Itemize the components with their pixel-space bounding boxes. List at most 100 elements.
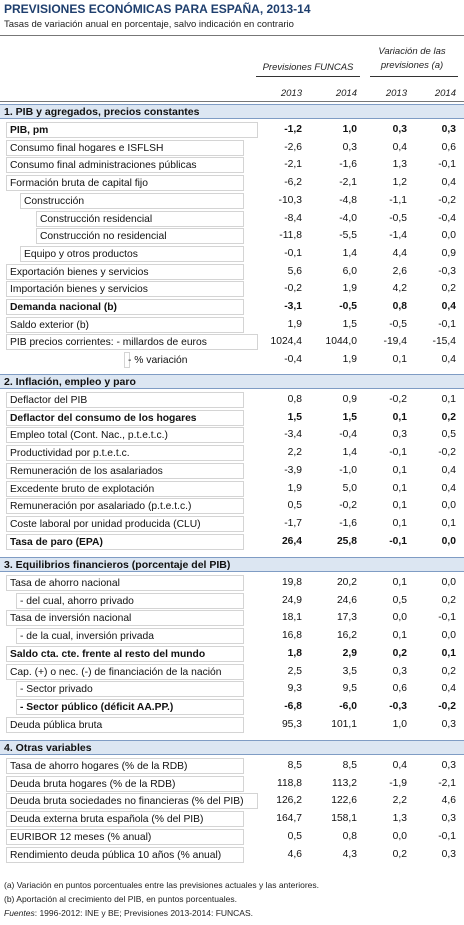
cell: 101,1	[331, 718, 357, 730]
cell: -3,4	[284, 429, 302, 441]
cell: -1,4	[389, 230, 407, 242]
cell: -2,6	[284, 141, 302, 153]
cell: -0,5	[389, 318, 407, 330]
year-header: 2014	[335, 88, 357, 99]
cell: -3,9	[284, 464, 302, 476]
cell: 0,2	[392, 647, 407, 659]
row-label: Saldo cta. cte. frente al resto del mund…	[6, 645, 244, 662]
rule	[370, 76, 458, 77]
cell: 2,6	[392, 265, 407, 277]
cell: 3,5	[342, 665, 357, 677]
cell: 2,9	[342, 647, 357, 659]
cell: 122,6	[331, 795, 357, 807]
cell: 0,1	[392, 500, 407, 512]
cell: 0,4	[441, 301, 456, 312]
row-label: Construcción residencial	[36, 210, 244, 227]
cell: 0,3	[392, 665, 407, 677]
cell: -0,4	[339, 429, 357, 441]
cell: 0,1	[392, 630, 407, 642]
cell: 0,0	[441, 230, 456, 242]
cell: 0,2	[392, 848, 407, 860]
cell: 0,4	[441, 482, 456, 494]
cell: -4,8	[339, 194, 357, 206]
cell: 0,5	[287, 830, 302, 842]
row-label: Construcción no residencial	[36, 228, 244, 245]
cell: 1,9	[287, 482, 302, 494]
cell: -0,2	[284, 283, 302, 295]
cell: 0,1	[392, 354, 407, 366]
cell: 1044,0	[325, 336, 358, 348]
cell: -10,3	[278, 194, 302, 206]
cell: -5,5	[339, 230, 357, 242]
cell: -0,4	[438, 212, 456, 224]
row-label: PIB precios corrientes: - millardos de e…	[6, 334, 258, 351]
cell: 95,3	[281, 718, 302, 730]
cell: 164,7	[276, 813, 302, 825]
sources-label: Fuentes	[4, 908, 35, 918]
cell: 1,4	[342, 447, 357, 459]
row-label: EURIBOR 12 meses (% anual)	[6, 828, 244, 845]
year-header: 2013	[385, 88, 407, 99]
cell: 1,8	[287, 647, 302, 659]
row-label: Tasa de ahorro nacional	[6, 575, 244, 591]
row-label: Importación bienes y servicios	[6, 281, 244, 298]
cell: -1,7	[284, 517, 302, 529]
cell: 1,9	[342, 283, 357, 295]
row-label: - Sector privado	[16, 681, 244, 698]
cell: 2,5	[287, 665, 302, 677]
row-label: - de la cual, inversión privada	[16, 628, 244, 645]
cell: -2,1	[284, 159, 302, 171]
cell: 4,3	[342, 848, 357, 860]
cell: 20,2	[336, 577, 357, 588]
cell: 158,1	[331, 813, 357, 825]
cell: 18,1	[281, 612, 302, 624]
cell: 0,1	[392, 517, 407, 529]
cell: 0,6	[392, 683, 407, 695]
cell: -1,6	[339, 517, 357, 529]
cell: 0,3	[392, 429, 407, 441]
cell: 0,4	[441, 177, 456, 189]
row-label: Construcción	[20, 192, 244, 209]
cell: 0,8	[342, 830, 357, 842]
cell: -2,1	[339, 177, 357, 189]
section-header: 1. PIB y agregados, precios constantes	[0, 104, 464, 119]
cell: 4,2	[392, 283, 407, 295]
cell: 0,4	[392, 141, 407, 153]
cell: -1,9	[389, 777, 407, 789]
row-label: Deflactor del PIB	[6, 392, 244, 408]
cell: 1,0	[342, 124, 357, 135]
cell: -0,2	[389, 394, 407, 405]
cell: 0,3	[441, 718, 456, 730]
cell: -0,2	[438, 700, 456, 712]
cell: 26,4	[281, 535, 302, 547]
cell: 4,6	[287, 848, 302, 860]
cell: 24,6	[336, 594, 357, 606]
cell: 24,9	[281, 594, 302, 606]
cell: -1,2	[284, 124, 302, 135]
cell: 2,2	[287, 447, 302, 459]
cell: -0,2	[339, 500, 357, 512]
cell: 0,4	[441, 354, 456, 366]
cell: 1,4	[342, 247, 357, 259]
cell: 0,1	[392, 577, 407, 588]
cell: -0,5	[339, 301, 357, 312]
cell: 118,8	[276, 777, 302, 789]
row-label: - Sector público (déficit AA.PP.)	[16, 698, 244, 715]
cell: -0,2	[438, 447, 456, 459]
title: PREVISIONES ECONÓMICAS PARA ESPAÑA, 2013…	[4, 2, 311, 16]
row-label: Tasa de ahorro hogares (% de la RDB)	[6, 758, 244, 774]
row-label: Tasa de inversión nacional	[6, 610, 244, 627]
cell: 0,4	[392, 760, 407, 771]
cell: -1,1	[389, 194, 407, 206]
year-header: 2014	[434, 88, 456, 99]
group-header: Previsiones FUNCAS	[262, 62, 354, 73]
group-header: previsiones (a)	[380, 60, 444, 71]
cell: -4,0	[339, 212, 357, 224]
cell: 1,5	[287, 411, 302, 423]
cell: 1,5	[342, 318, 357, 330]
cell: -0,2	[438, 194, 456, 206]
cell: -0,3	[438, 265, 456, 277]
cell: 0,0	[392, 612, 407, 624]
row-label: Deuda bruta sociedades no financieras (%…	[6, 793, 258, 810]
row-label: Productividad por p.t.e.t.c.	[6, 445, 244, 462]
